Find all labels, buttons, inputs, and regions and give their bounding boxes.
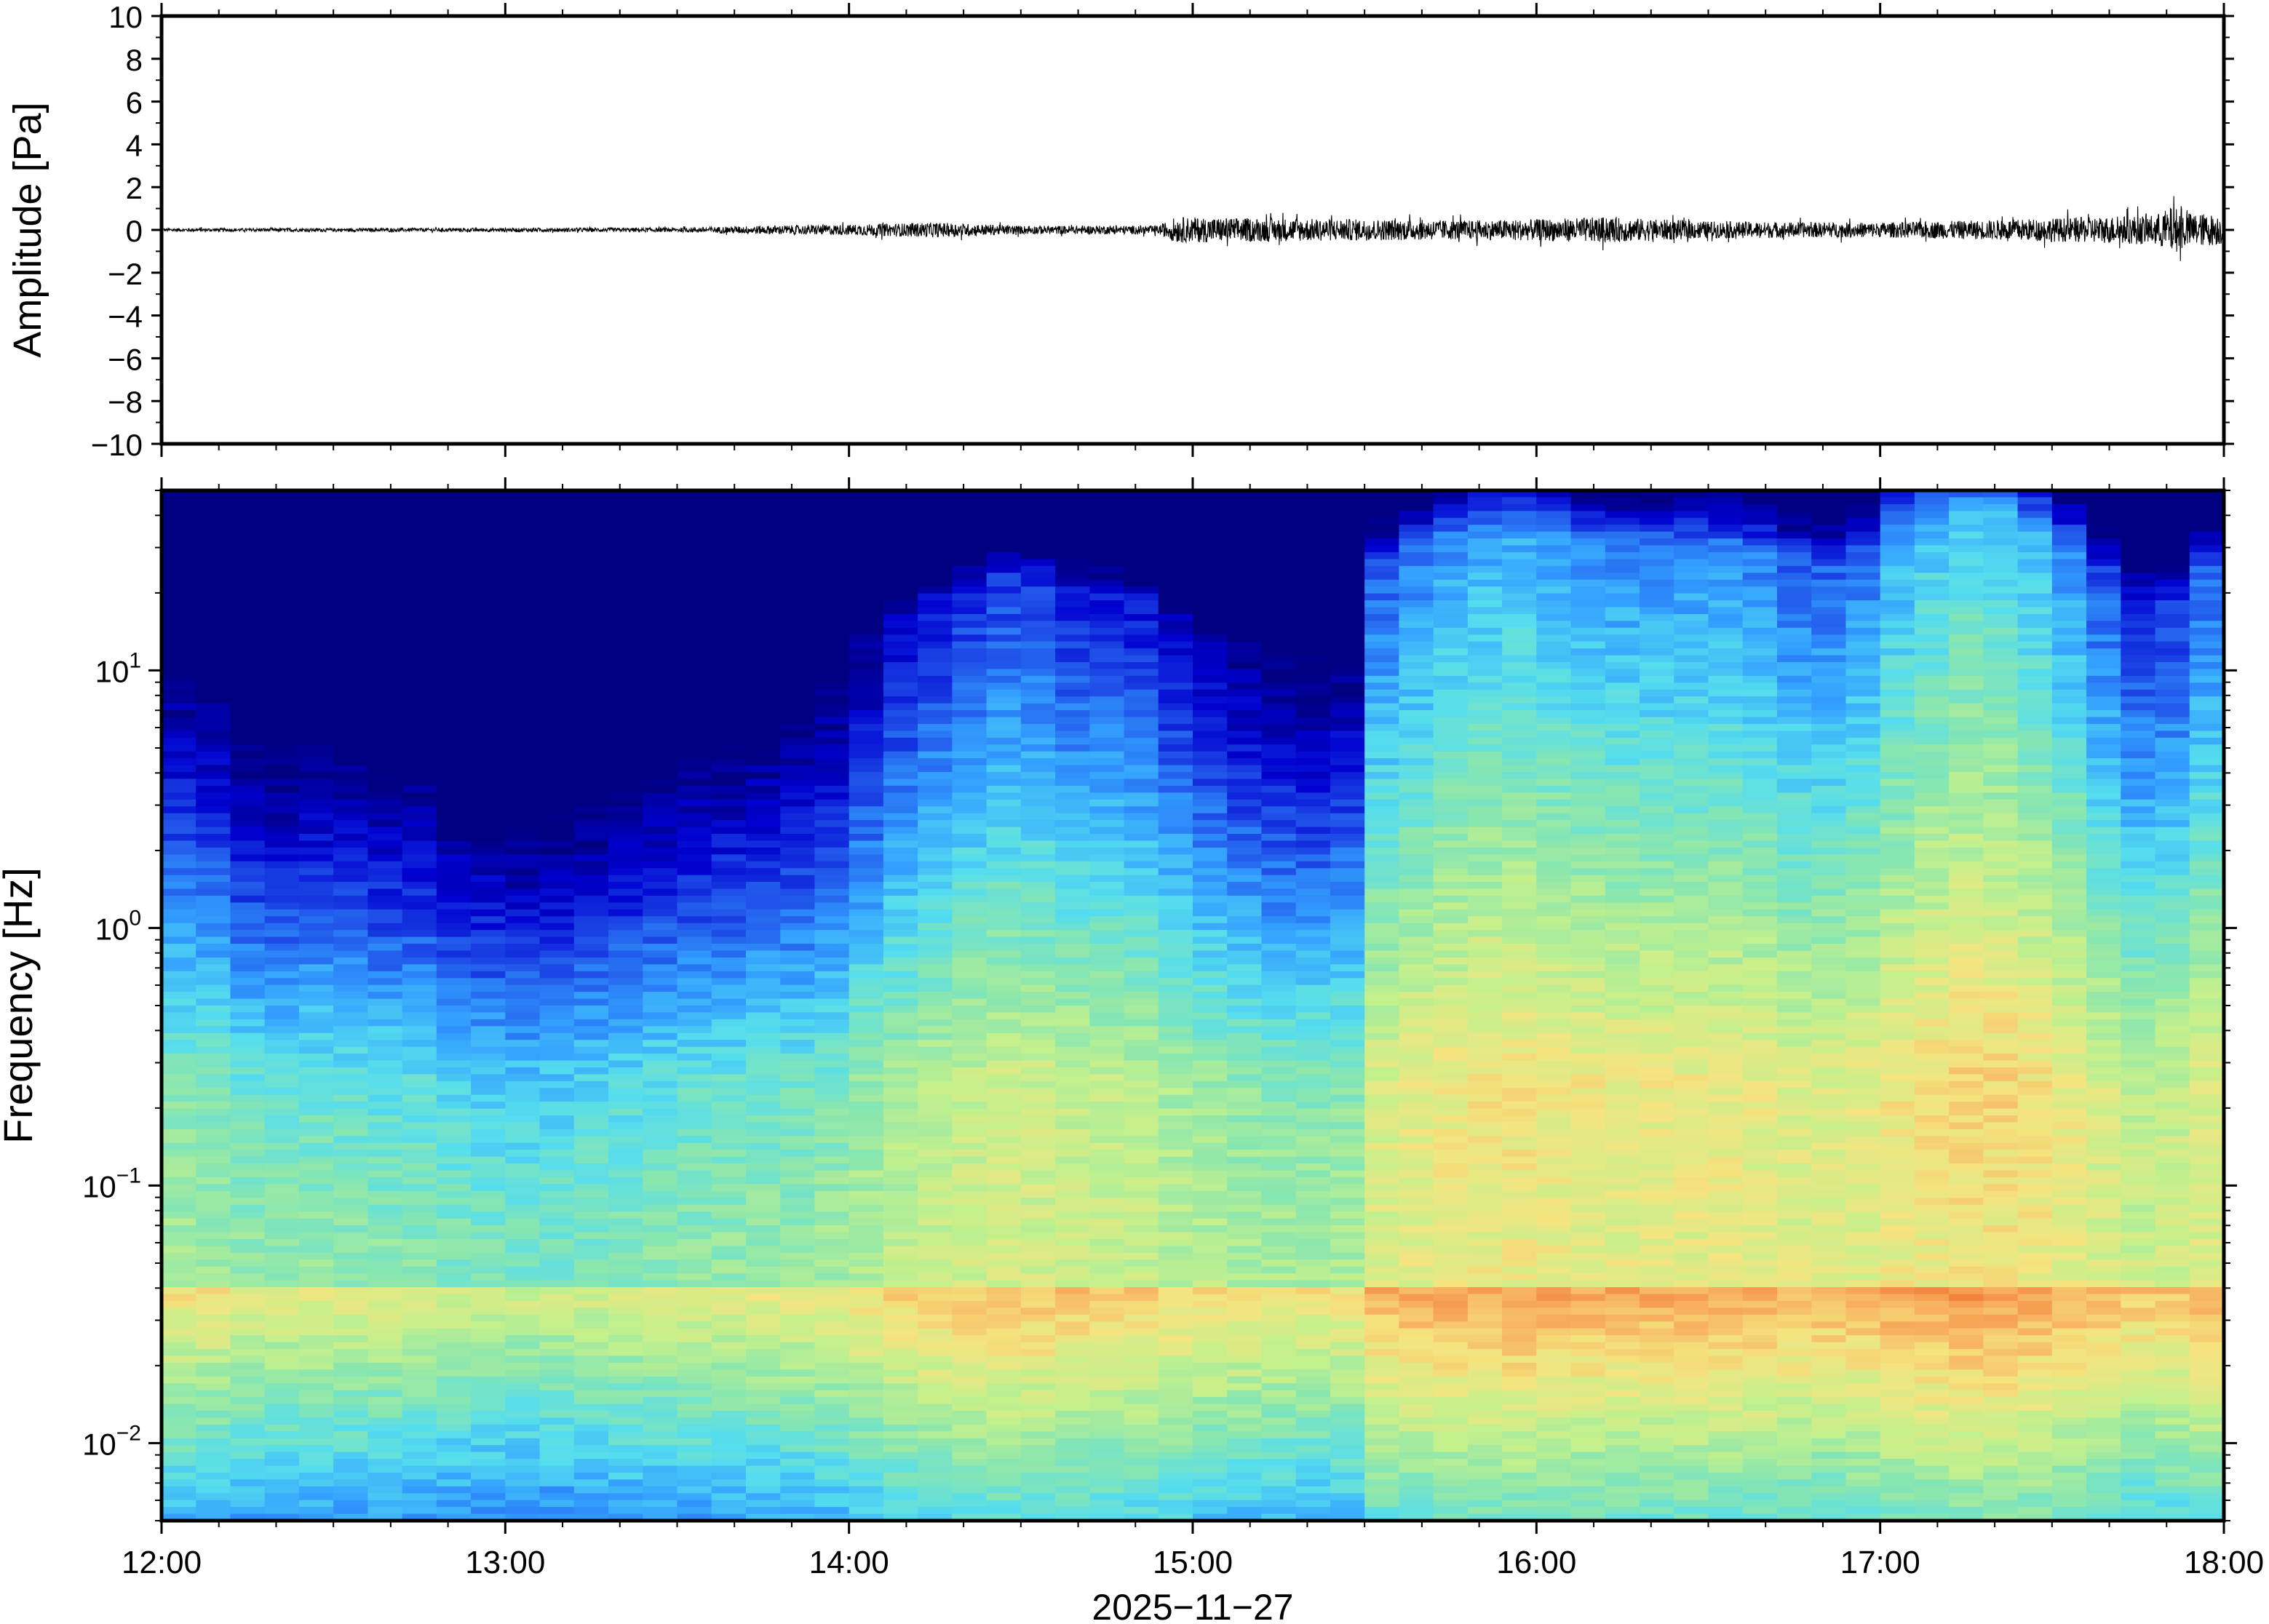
time-tick-label: 13:00 bbox=[465, 1545, 545, 1580]
amplitude-tick-label: −4 bbox=[108, 300, 143, 334]
spectrogram-panel: 10−2 10−1 100 101 Frequency [Hz] bbox=[0, 488, 2237, 1523]
amplitude-tick-label: −8 bbox=[108, 385, 143, 419]
waveform-panel: −10 −8 −6 −4 −2 0 2 4 6 8 10 Amplitude [Pa] bbox=[6, 0, 2234, 462]
amplitude-tick-label: −6 bbox=[108, 342, 143, 376]
frequency-tick-label: 100 bbox=[95, 906, 141, 946]
time-tick-label: 12:00 bbox=[122, 1545, 202, 1580]
amplitude-tick-label: 10 bbox=[108, 0, 143, 34]
frequency-tick-label: 101 bbox=[95, 648, 141, 688]
spectrogram-image bbox=[162, 490, 2224, 1521]
amplitude-tick-label: 4 bbox=[126, 128, 143, 162]
amplitude-tick-label: 8 bbox=[126, 43, 143, 77]
frequency-axis-label: Frequency [Hz] bbox=[0, 867, 41, 1144]
time-tick-label: 18:00 bbox=[2184, 1545, 2264, 1580]
time-tick-label: 16:00 bbox=[1496, 1545, 1576, 1580]
amplitude-tick-label: 0 bbox=[126, 214, 143, 248]
time-tick-label: 15:00 bbox=[1153, 1545, 1233, 1580]
amplitude-tick-label: 2 bbox=[126, 171, 143, 205]
amplitude-axis: −10 −8 −6 −4 −2 0 2 4 6 8 10 bbox=[91, 0, 2234, 462]
frequency-tick-label: 10−1 bbox=[82, 1163, 141, 1203]
amplitude-tick-label: −10 bbox=[91, 428, 143, 462]
amplitude-trace bbox=[161, 196, 2225, 261]
frequency-tick-label: 10−2 bbox=[82, 1421, 141, 1461]
time-axis-label: 2025−11−27 bbox=[1092, 1587, 1293, 1624]
time-axis: 12:00 13:00 14:00 15:00 16:00 17:00 18:00 bbox=[122, 3, 2264, 1580]
time-tick-label: 17:00 bbox=[1840, 1545, 1920, 1580]
time-tick-label: 14:00 bbox=[809, 1545, 889, 1580]
amplitude-tick-label: −2 bbox=[108, 257, 143, 291]
amplitude-axis-label: Amplitude [Pa] bbox=[6, 102, 49, 357]
amplitude-tick-label: 6 bbox=[126, 86, 143, 120]
